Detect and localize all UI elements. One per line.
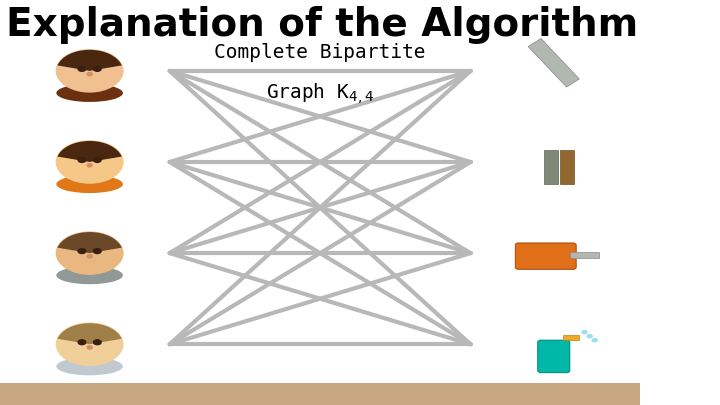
Wedge shape bbox=[58, 232, 122, 253]
Circle shape bbox=[582, 330, 587, 334]
Circle shape bbox=[87, 255, 92, 258]
Text: Graph $\mathregular{K}_{4,4}$: Graph $\mathregular{K}_{4,4}$ bbox=[266, 81, 374, 106]
Circle shape bbox=[56, 50, 123, 92]
Circle shape bbox=[87, 164, 92, 167]
Circle shape bbox=[587, 335, 592, 338]
Bar bbox=[560, 150, 575, 184]
Circle shape bbox=[56, 323, 123, 365]
Ellipse shape bbox=[56, 358, 123, 375]
Wedge shape bbox=[58, 141, 122, 162]
Text: Complete Bipartite: Complete Bipartite bbox=[215, 43, 426, 62]
Circle shape bbox=[56, 232, 123, 274]
Circle shape bbox=[94, 249, 101, 254]
Bar bbox=[0, 383, 640, 405]
Circle shape bbox=[87, 346, 92, 349]
Circle shape bbox=[78, 340, 86, 345]
Bar bbox=[563, 335, 580, 340]
Circle shape bbox=[78, 66, 86, 71]
Circle shape bbox=[94, 158, 101, 162]
Circle shape bbox=[56, 141, 123, 183]
Bar bbox=[544, 150, 558, 184]
Ellipse shape bbox=[56, 84, 123, 102]
Text: Explanation of the Algorithm: Explanation of the Algorithm bbox=[6, 6, 639, 44]
Wedge shape bbox=[58, 50, 122, 71]
Circle shape bbox=[87, 72, 92, 76]
FancyBboxPatch shape bbox=[538, 340, 570, 373]
Circle shape bbox=[78, 249, 86, 254]
Ellipse shape bbox=[56, 266, 123, 284]
Wedge shape bbox=[58, 323, 122, 344]
FancyBboxPatch shape bbox=[516, 243, 576, 269]
Circle shape bbox=[94, 66, 101, 71]
Polygon shape bbox=[528, 38, 580, 87]
Circle shape bbox=[592, 339, 598, 342]
Circle shape bbox=[94, 340, 101, 345]
Bar bbox=[570, 252, 598, 258]
Circle shape bbox=[78, 158, 86, 162]
Ellipse shape bbox=[56, 175, 123, 193]
